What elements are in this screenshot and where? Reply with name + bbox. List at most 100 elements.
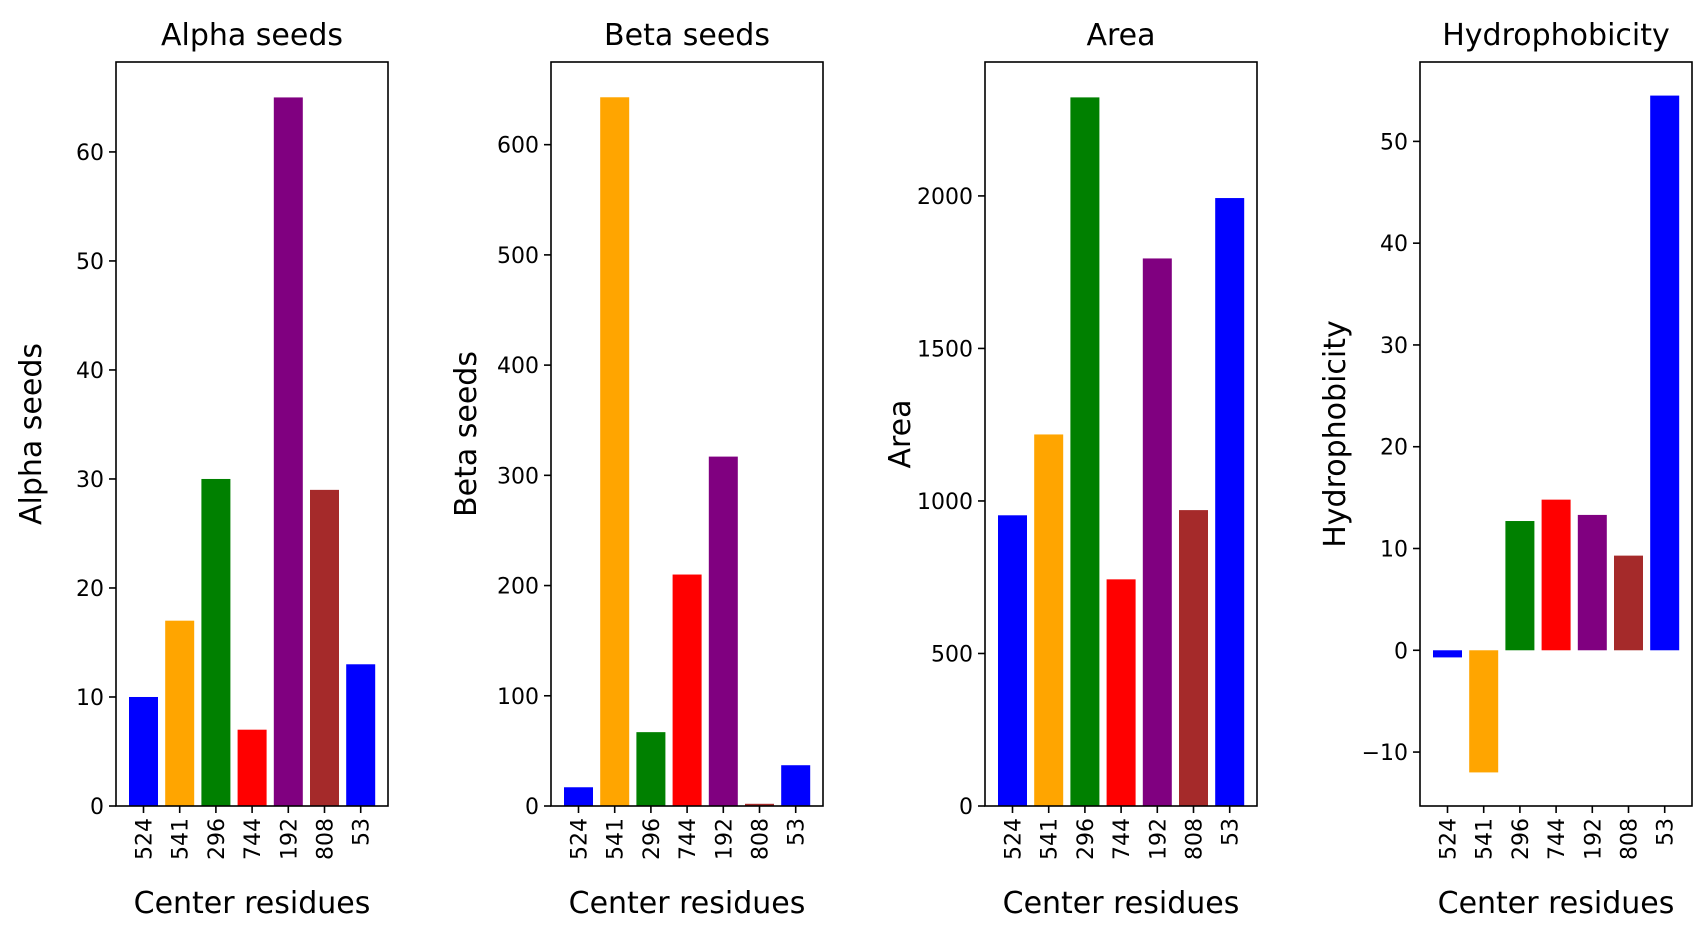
y-tick-label: 20: [1380, 436, 1408, 461]
x-tick-label: 744: [1110, 818, 1135, 860]
bar: [600, 97, 630, 806]
bar: [346, 664, 376, 806]
panel-area: Area Area Center residues 524 541 296 744 19…: [883, 18, 1258, 921]
x-tick-label: 541: [1038, 818, 1063, 860]
bar: [672, 574, 702, 806]
bar: [998, 515, 1027, 806]
bar: [237, 729, 267, 806]
panel-title: Area: [1086, 18, 1155, 53]
x-tick-label: 524: [568, 818, 593, 860]
y-tick-label: 0: [959, 795, 973, 820]
y-tick-label: 30: [1380, 334, 1408, 359]
panel-alpha-seeds: Alpha seeds Alpha seeds Center residues …: [14, 18, 389, 921]
bar: [745, 803, 774, 806]
bar: [1469, 650, 1499, 773]
x-tick-label: 808: [1618, 818, 1643, 860]
x-tick-label: 744: [1545, 818, 1570, 860]
y-tick-label: 100: [497, 685, 539, 710]
panel-hydrophobicity: Hydrophobicity Hydrophobicity Center res…: [1318, 18, 1693, 921]
x-tick-label: 192: [277, 818, 302, 860]
x-tick-label: 808: [749, 818, 774, 860]
y-axis-label: Beta seeds: [449, 351, 484, 517]
x-tick-label: 296: [1509, 818, 1534, 860]
bar: [1070, 97, 1100, 806]
bar: [781, 765, 811, 806]
y-tick-label: 30: [76, 468, 104, 493]
x-tick-label: 192: [1581, 818, 1606, 860]
y-tick-label: 50: [76, 250, 104, 275]
x-tick-label: 808: [314, 818, 339, 860]
x-tick-label: 541: [169, 818, 194, 860]
bar: [1034, 434, 1064, 806]
bar: [708, 456, 738, 806]
x-axis-label: Center residues: [1438, 886, 1675, 921]
x-tick-label: 296: [1074, 818, 1099, 860]
x-tick-label: 524: [1002, 818, 1027, 860]
plot-frame: [115, 61, 389, 807]
y-tick-label: 60: [76, 141, 104, 166]
y-tick-label: 40: [1380, 232, 1408, 257]
x-tick-label: 524: [133, 818, 158, 860]
y-tick-label: −10: [1362, 741, 1408, 766]
x-tick-label: 744: [676, 818, 701, 860]
y-tick-label: 40: [76, 359, 104, 384]
bar: [165, 620, 195, 806]
y-tick-label: 0: [1394, 639, 1408, 664]
x-tick-label: 541: [604, 818, 629, 860]
x-tick-label: 296: [205, 818, 230, 860]
x-tick-label: 53: [1219, 818, 1244, 846]
bar: [1505, 521, 1535, 651]
bar: [636, 732, 666, 806]
panel-title: Hydrophobicity: [1442, 18, 1670, 53]
x-tick-label: 808: [1183, 818, 1208, 860]
panel-title: Beta seeds: [604, 18, 770, 53]
bar: [1142, 258, 1172, 806]
y-axis-label: Area: [883, 399, 918, 468]
x-tick-label: 53: [350, 818, 375, 846]
plot-frame: [550, 61, 824, 807]
y-tick-label: 1000: [917, 490, 973, 515]
bar: [1577, 514, 1607, 651]
x-tick-label: 541: [1473, 818, 1498, 860]
bar: [1541, 499, 1571, 651]
x-tick-label: 192: [1146, 818, 1171, 860]
y-tick-label: 1500: [917, 337, 973, 362]
panel-beta-seeds: Beta seeds Beta seeds Center residues 52…: [449, 18, 824, 921]
x-tick-label: 192: [712, 818, 737, 860]
bar: [1650, 95, 1680, 651]
x-axis-label: Center residues: [1003, 886, 1240, 921]
y-tick-label: 50: [1380, 130, 1408, 155]
y-tick-label: 2000: [917, 185, 973, 210]
x-tick-label: 53: [785, 818, 810, 846]
bar: [273, 97, 303, 806]
y-axis-label: Alpha seeds: [14, 343, 49, 525]
bar: [1179, 510, 1208, 806]
y-tick-label: 500: [931, 642, 973, 667]
x-tick-label: 744: [241, 818, 266, 860]
bar: [201, 478, 231, 806]
bar: [1433, 650, 1462, 658]
bar: [129, 696, 158, 806]
y-tick-label: 300: [497, 464, 539, 489]
y-tick-label: 600: [497, 134, 539, 159]
plot-frame: [1419, 61, 1693, 807]
y-tick-label: 400: [497, 354, 539, 379]
y-tick-label: 10: [76, 686, 104, 711]
bar: [564, 787, 593, 806]
y-tick-label: 20: [76, 577, 104, 602]
y-tick-label: 500: [497, 244, 539, 269]
bar: [1614, 555, 1643, 651]
bar: [1215, 198, 1245, 806]
x-tick-label: 53: [1654, 818, 1679, 846]
x-tick-label: 524: [1437, 818, 1462, 860]
bar: [1106, 579, 1136, 806]
x-axis-label: Center residues: [569, 886, 806, 921]
y-tick-label: 200: [497, 575, 539, 600]
y-tick-label: 0: [90, 795, 104, 820]
x-tick-label: 296: [640, 818, 665, 860]
y-axis-label: Hydrophobicity: [1318, 320, 1353, 548]
x-axis-label: Center residues: [134, 886, 371, 921]
plot-frame: [984, 61, 1258, 807]
y-tick-label: 0: [525, 795, 539, 820]
